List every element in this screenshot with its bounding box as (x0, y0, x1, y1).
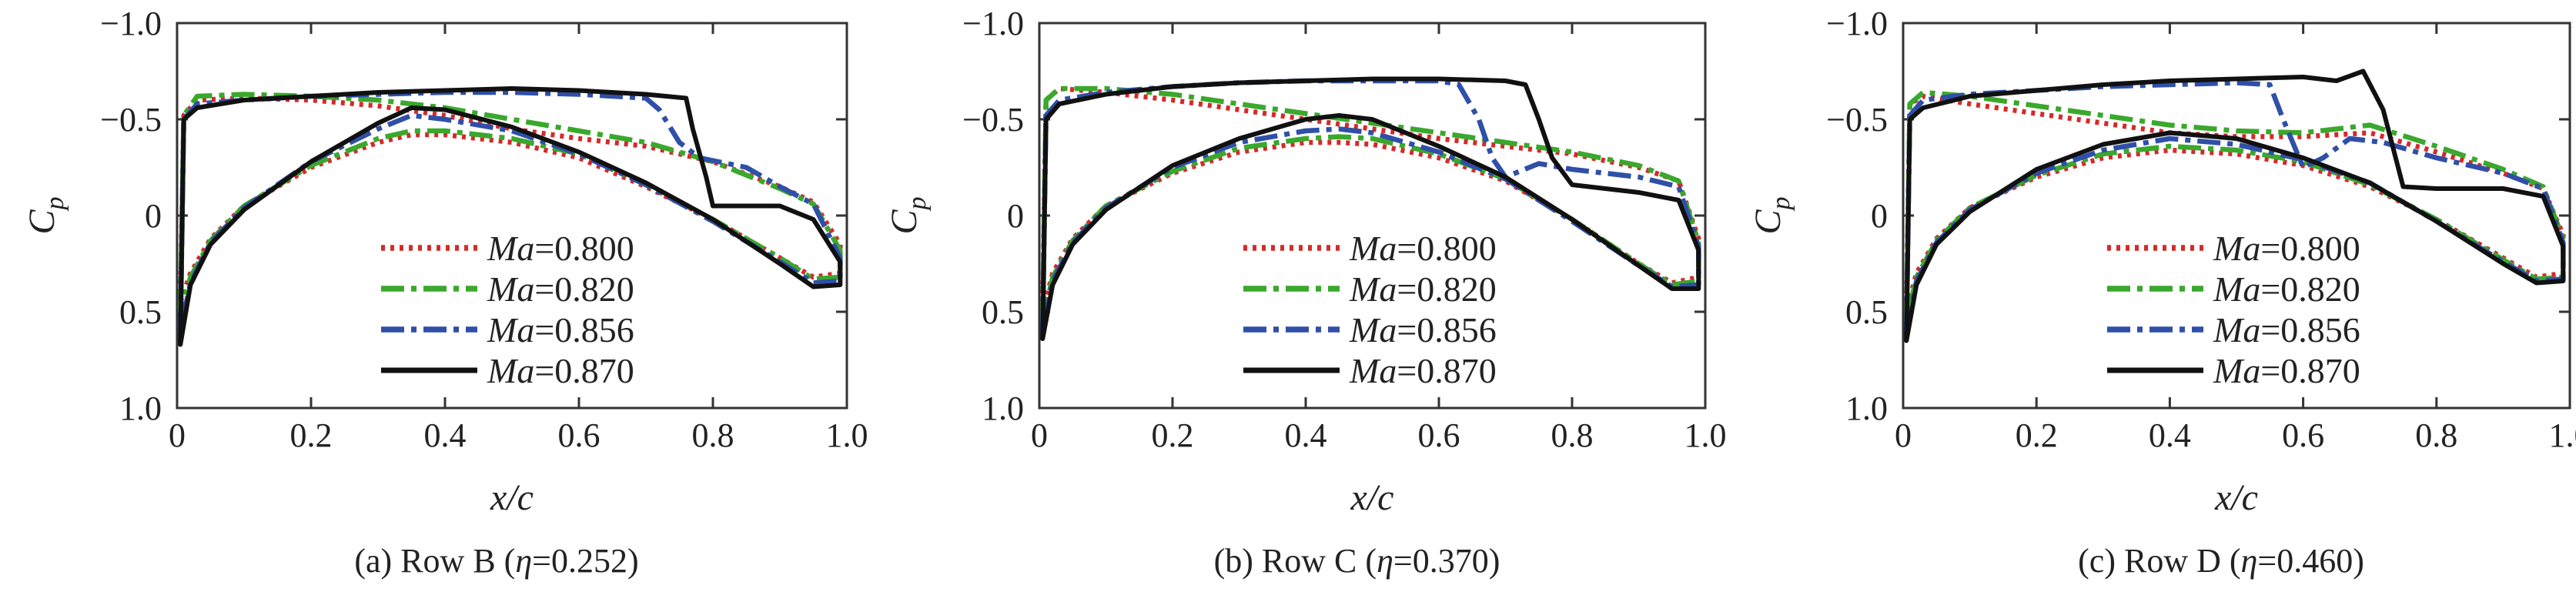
y-tick-label: 0 (145, 197, 162, 235)
legend-entry-value: =0.800 (1397, 229, 1496, 268)
y-axis-label: Cp (884, 196, 932, 234)
y-axis-label: Cp (22, 196, 69, 234)
x-tick-label: 0.2 (1152, 416, 1194, 454)
legend-entry-symbol: Ma (2213, 229, 2260, 268)
caption-eta: η (2241, 542, 2258, 580)
y-tick-label: 1.0 (982, 390, 1024, 427)
legend-entry-symbol: Ma (1349, 229, 1397, 268)
y-axis-label-main: C (884, 209, 925, 235)
caption-suffix: =0.460) (2257, 542, 2364, 580)
y-tick-label: −0.5 (100, 101, 162, 139)
legend-entry: Ma=0.800 (1349, 229, 1497, 268)
legend-entry-symbol: Ma (1349, 351, 1397, 390)
legend-entry-value: =0.856 (1397, 310, 1496, 350)
legend-entry-value: =0.800 (534, 229, 634, 268)
x-tick-label: 1.0 (826, 416, 868, 454)
caption-eta: η (1377, 542, 1393, 580)
panel-caption: (b) Row C (η=0.370) (1214, 542, 1500, 580)
legend-entry-value: =0.856 (534, 310, 634, 350)
y-axis-label-sub: p (41, 196, 69, 211)
legend-entry: Ma=0.800 (487, 229, 634, 268)
x-tick-label: 0.8 (692, 416, 734, 454)
legend-entry-value: =0.870 (1397, 351, 1496, 390)
y-tick-label: −1.0 (100, 5, 162, 42)
x-tick-label: 0.6 (2282, 416, 2324, 454)
x-tick-label: 0.4 (1285, 416, 1327, 454)
caption-prefix: (a) Row B ( (354, 542, 515, 580)
y-tick-label: −0.5 (962, 101, 1024, 139)
legend-entry-symbol: Ma (487, 310, 534, 350)
y-tick-label: 0.5 (982, 293, 1024, 331)
y-tick-label: −0.5 (1826, 101, 1888, 139)
legend-entry: Ma=0.800 (2213, 229, 2360, 268)
caption-suffix: =0.252) (532, 542, 638, 580)
legend-entry: Ma=0.856 (487, 310, 634, 350)
legend-entry-symbol: Ma (2213, 269, 2260, 309)
x-tick-label: 0.8 (2415, 416, 2457, 454)
y-tick-label: −1.0 (1826, 5, 1888, 42)
legend-entry-symbol: Ma (1349, 269, 1397, 309)
caption-eta: η (515, 542, 532, 580)
y-tick-label: 0 (1871, 197, 1888, 235)
chart-panel-c: 00.20.40.60.81.0−1.0−0.500.51.0x/cCpMa=0… (1748, 5, 2576, 580)
x-tick-label: 0.4 (424, 416, 467, 454)
legend-entry-value: =0.820 (1397, 269, 1496, 309)
x-tick-label: 0.2 (290, 416, 333, 454)
legend-entry-symbol: Ma (1349, 310, 1397, 350)
x-tick-label: 0.6 (1418, 416, 1460, 454)
panel-caption: (c) Row D (η=0.460) (2078, 542, 2364, 580)
legend-entry: Ma=0.820 (1349, 269, 1497, 309)
legend-entry-symbol: Ma (487, 269, 534, 309)
y-tick-label: 0.5 (1845, 293, 1888, 331)
caption-prefix: (c) Row D ( (2078, 542, 2240, 580)
x-tick-label: 0 (169, 416, 186, 454)
y-axis-label-main: C (22, 209, 62, 235)
legend-entry-value: =0.856 (2260, 310, 2360, 350)
legend-entry: Ma=0.870 (487, 351, 634, 390)
legend-entry-value: =0.820 (534, 269, 634, 309)
legend-entry: Ma=0.820 (2213, 269, 2360, 309)
x-tick-label: 0.6 (558, 416, 601, 454)
plot-frame (177, 23, 847, 408)
legend-entry-symbol: Ma (2213, 310, 2260, 350)
legend-entry-symbol: Ma (2213, 351, 2260, 390)
legend-entry-value: =0.870 (2260, 351, 2360, 390)
x-tick-label: 0 (1031, 416, 1048, 454)
legend-entry-value: =0.870 (534, 351, 634, 390)
legend-entry-symbol: Ma (487, 351, 534, 390)
y-tick-label: 1.0 (119, 390, 162, 427)
x-axis-label: x/c (2214, 477, 2258, 518)
x-tick-label: 0.8 (1551, 416, 1594, 454)
x-tick-label: 0 (1895, 416, 1912, 454)
legend-entry: Ma=0.820 (487, 269, 634, 309)
y-axis-label-sub: p (903, 196, 932, 211)
legend-entry: Ma=0.870 (1349, 351, 1497, 390)
legend-entry-value: =0.800 (2260, 229, 2360, 268)
legend-entry: Ma=0.870 (2213, 351, 2360, 390)
y-tick-label: −1.0 (962, 5, 1024, 42)
y-axis-label-sub: p (1767, 196, 1795, 211)
x-axis-label: x/c (490, 477, 534, 518)
y-tick-label: 0 (1007, 197, 1024, 235)
legend-entry: Ma=0.856 (1349, 310, 1497, 350)
legend-entry-symbol: Ma (487, 229, 534, 268)
y-tick-label: 1.0 (1845, 390, 1888, 427)
legend-entry-value: =0.820 (2260, 269, 2360, 309)
legend-entry: Ma=0.856 (2213, 310, 2360, 350)
caption-suffix: =0.370) (1393, 542, 1500, 580)
x-tick-label: 0.4 (2149, 416, 2191, 454)
x-axis-label: x/c (1350, 477, 1394, 518)
caption-prefix: (b) Row C ( (1214, 542, 1377, 580)
x-tick-label: 1.0 (1684, 416, 1727, 454)
y-axis-label: Cp (1748, 196, 1795, 234)
panel-caption: (a) Row B (η=0.252) (354, 542, 638, 580)
x-tick-label: 0.2 (2016, 416, 2058, 454)
y-axis-label-main: C (1748, 209, 1788, 235)
x-tick-label: 1.0 (2549, 416, 2576, 454)
y-tick-label: 0.5 (119, 293, 162, 331)
